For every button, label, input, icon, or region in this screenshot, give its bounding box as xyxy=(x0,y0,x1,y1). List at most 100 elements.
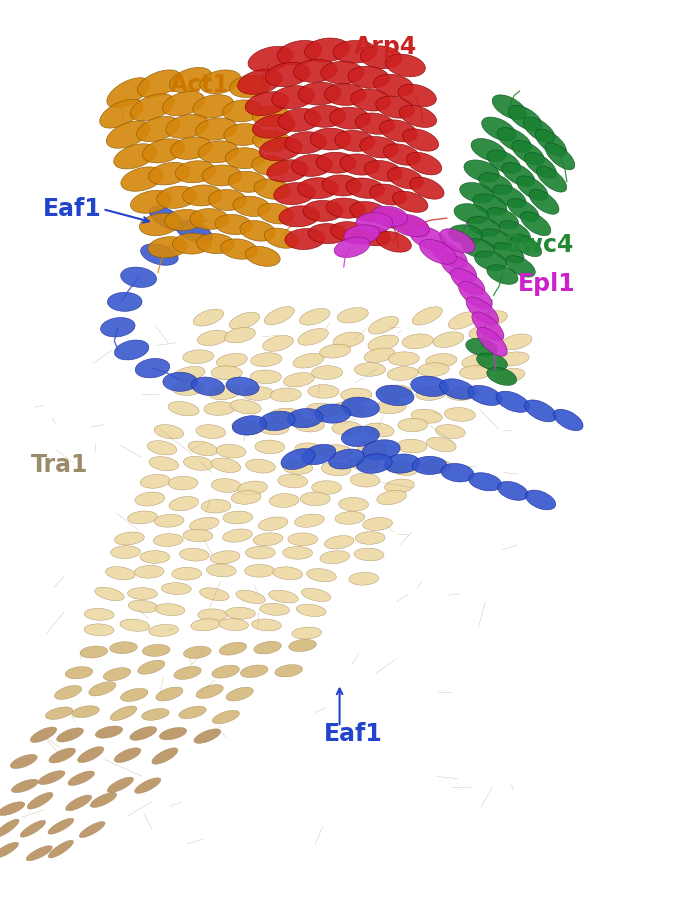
Text: Eaf1: Eaf1 xyxy=(43,197,102,221)
Ellipse shape xyxy=(554,409,583,431)
Ellipse shape xyxy=(194,729,220,744)
Ellipse shape xyxy=(285,132,326,154)
Ellipse shape xyxy=(295,514,324,527)
Ellipse shape xyxy=(304,105,346,127)
Ellipse shape xyxy=(130,94,175,121)
Ellipse shape xyxy=(324,84,366,105)
Ellipse shape xyxy=(222,529,252,543)
Ellipse shape xyxy=(299,308,330,325)
Ellipse shape xyxy=(270,388,301,402)
Ellipse shape xyxy=(270,408,301,422)
Ellipse shape xyxy=(231,491,261,504)
Ellipse shape xyxy=(344,225,380,245)
Ellipse shape xyxy=(174,366,205,381)
Ellipse shape xyxy=(331,222,369,242)
Ellipse shape xyxy=(289,639,316,652)
Ellipse shape xyxy=(283,546,313,559)
Ellipse shape xyxy=(89,682,116,696)
Ellipse shape xyxy=(477,311,507,326)
Ellipse shape xyxy=(252,106,291,126)
Ellipse shape xyxy=(365,423,394,437)
Ellipse shape xyxy=(198,609,227,621)
Ellipse shape xyxy=(152,748,178,764)
Ellipse shape xyxy=(298,177,338,199)
Ellipse shape xyxy=(466,297,498,325)
Ellipse shape xyxy=(209,385,240,400)
Ellipse shape xyxy=(109,642,137,654)
Ellipse shape xyxy=(477,327,507,356)
Ellipse shape xyxy=(293,354,324,368)
Ellipse shape xyxy=(375,400,406,414)
Ellipse shape xyxy=(387,167,423,189)
Ellipse shape xyxy=(294,59,337,83)
Ellipse shape xyxy=(147,441,177,455)
Ellipse shape xyxy=(376,96,414,118)
Ellipse shape xyxy=(462,239,495,257)
Ellipse shape xyxy=(308,385,339,398)
Ellipse shape xyxy=(224,124,264,145)
Ellipse shape xyxy=(374,75,414,96)
Ellipse shape xyxy=(128,600,158,613)
Ellipse shape xyxy=(324,535,354,549)
Ellipse shape xyxy=(529,189,559,215)
Ellipse shape xyxy=(322,175,361,196)
Ellipse shape xyxy=(107,77,150,108)
Ellipse shape xyxy=(103,668,131,681)
Ellipse shape xyxy=(215,215,252,235)
Ellipse shape xyxy=(149,206,184,230)
Ellipse shape xyxy=(238,69,282,95)
Ellipse shape xyxy=(326,198,365,218)
Ellipse shape xyxy=(10,754,37,769)
Ellipse shape xyxy=(269,494,299,507)
Ellipse shape xyxy=(308,224,347,244)
Ellipse shape xyxy=(380,385,412,399)
Ellipse shape xyxy=(156,687,183,701)
Ellipse shape xyxy=(295,443,324,456)
Ellipse shape xyxy=(426,354,457,367)
Ellipse shape xyxy=(501,334,532,350)
Ellipse shape xyxy=(402,334,433,349)
Ellipse shape xyxy=(173,233,211,255)
Ellipse shape xyxy=(49,748,76,763)
Ellipse shape xyxy=(49,840,73,858)
Ellipse shape xyxy=(279,205,319,227)
Ellipse shape xyxy=(252,115,295,138)
Text: Swc4: Swc4 xyxy=(505,234,574,257)
Ellipse shape xyxy=(72,705,99,717)
Ellipse shape xyxy=(416,386,447,400)
Ellipse shape xyxy=(134,778,161,794)
Ellipse shape xyxy=(387,366,419,381)
Ellipse shape xyxy=(412,456,447,474)
Ellipse shape xyxy=(388,461,417,475)
Ellipse shape xyxy=(0,819,19,837)
Ellipse shape xyxy=(191,619,220,631)
Ellipse shape xyxy=(473,194,507,215)
Ellipse shape xyxy=(130,190,172,214)
Ellipse shape xyxy=(209,189,246,211)
Ellipse shape xyxy=(523,117,555,143)
Ellipse shape xyxy=(148,236,187,258)
Ellipse shape xyxy=(310,128,351,150)
Ellipse shape xyxy=(142,139,185,163)
Ellipse shape xyxy=(278,474,308,488)
Ellipse shape xyxy=(411,409,442,424)
Ellipse shape xyxy=(226,377,259,395)
Ellipse shape xyxy=(411,376,448,396)
Ellipse shape xyxy=(226,687,253,701)
Ellipse shape xyxy=(297,604,326,616)
Ellipse shape xyxy=(114,748,141,763)
Ellipse shape xyxy=(328,449,365,469)
Ellipse shape xyxy=(348,66,389,88)
Ellipse shape xyxy=(48,818,74,834)
Ellipse shape xyxy=(350,474,380,487)
Ellipse shape xyxy=(407,153,441,175)
Ellipse shape xyxy=(496,391,529,413)
Ellipse shape xyxy=(162,92,205,115)
Ellipse shape xyxy=(137,116,179,142)
Ellipse shape xyxy=(517,176,547,200)
Ellipse shape xyxy=(486,207,518,229)
Ellipse shape xyxy=(141,244,178,265)
Ellipse shape xyxy=(179,548,209,561)
Ellipse shape xyxy=(448,225,483,245)
Ellipse shape xyxy=(46,707,73,719)
